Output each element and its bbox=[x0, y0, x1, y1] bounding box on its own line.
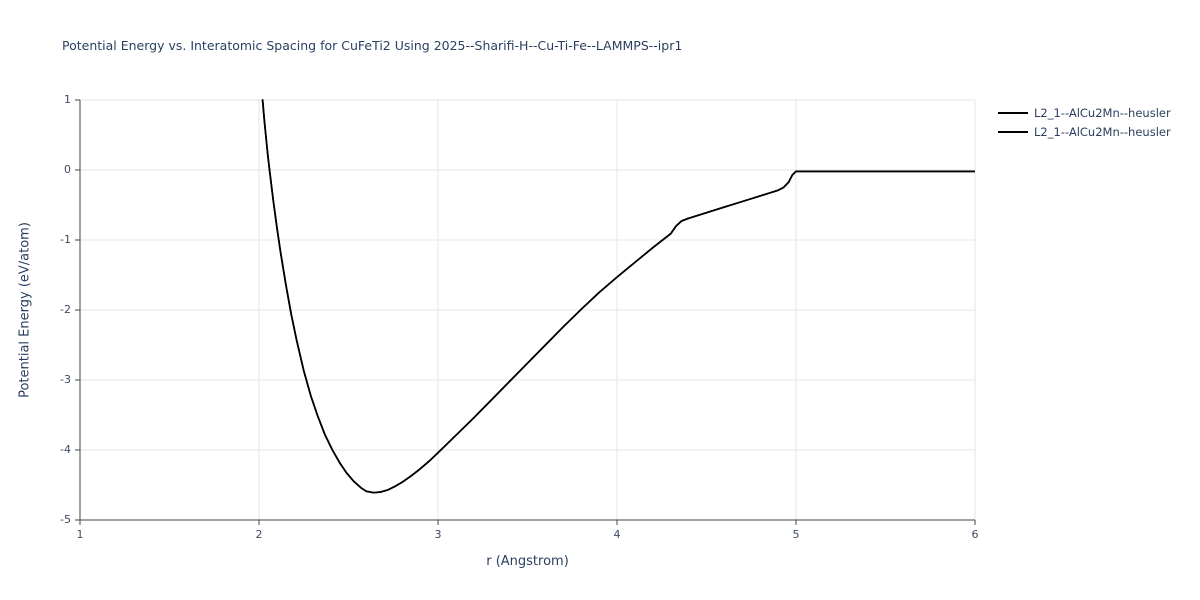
x-axis-label: r (Angstrom) bbox=[486, 554, 569, 569]
x-tick-label: 6 bbox=[972, 528, 979, 541]
y-axis-label: Potential Energy (eV/atom) bbox=[17, 222, 33, 398]
x-tick-label: 3 bbox=[435, 528, 442, 541]
gridlines bbox=[79, 99, 976, 521]
y-tick-label: -2 bbox=[60, 303, 71, 316]
legend-label: L2_1--AlCu2Mn--heusler bbox=[1034, 106, 1171, 120]
y-tick-label: -3 bbox=[60, 373, 71, 386]
y-tick-label: 1 bbox=[64, 93, 71, 106]
y-tick-label: -4 bbox=[60, 443, 71, 456]
legend: L2_1--AlCu2Mn--heusler L2_1--AlCu2Mn--heu… bbox=[998, 106, 1171, 139]
y-tick-label: 0 bbox=[64, 163, 71, 176]
legend-item[interactable]: L2_1--AlCu2Mn--heusler bbox=[998, 125, 1171, 139]
x-tick-label: 2 bbox=[256, 528, 263, 541]
x-tick-label: 4 bbox=[614, 528, 621, 541]
chart-title: Potential Energy vs. Interatomic Spacing… bbox=[62, 38, 683, 53]
y-tick-label: -1 bbox=[60, 233, 71, 246]
series-line bbox=[261, 99, 975, 494]
legend-item[interactable]: L2_1--AlCu2Mn--heusler bbox=[998, 106, 1171, 120]
axes: 1 2 3 4 5 6 -5 -4 -3 -2 -1 0 1 bbox=[60, 93, 978, 541]
x-tick-label: 5 bbox=[793, 528, 800, 541]
y-tick-label: -5 bbox=[60, 513, 71, 526]
x-tick-label: 1 bbox=[77, 528, 84, 541]
series-line bbox=[261, 99, 975, 494]
series-lines bbox=[261, 99, 975, 494]
legend-label: L2_1--AlCu2Mn--heusler bbox=[1034, 125, 1171, 139]
